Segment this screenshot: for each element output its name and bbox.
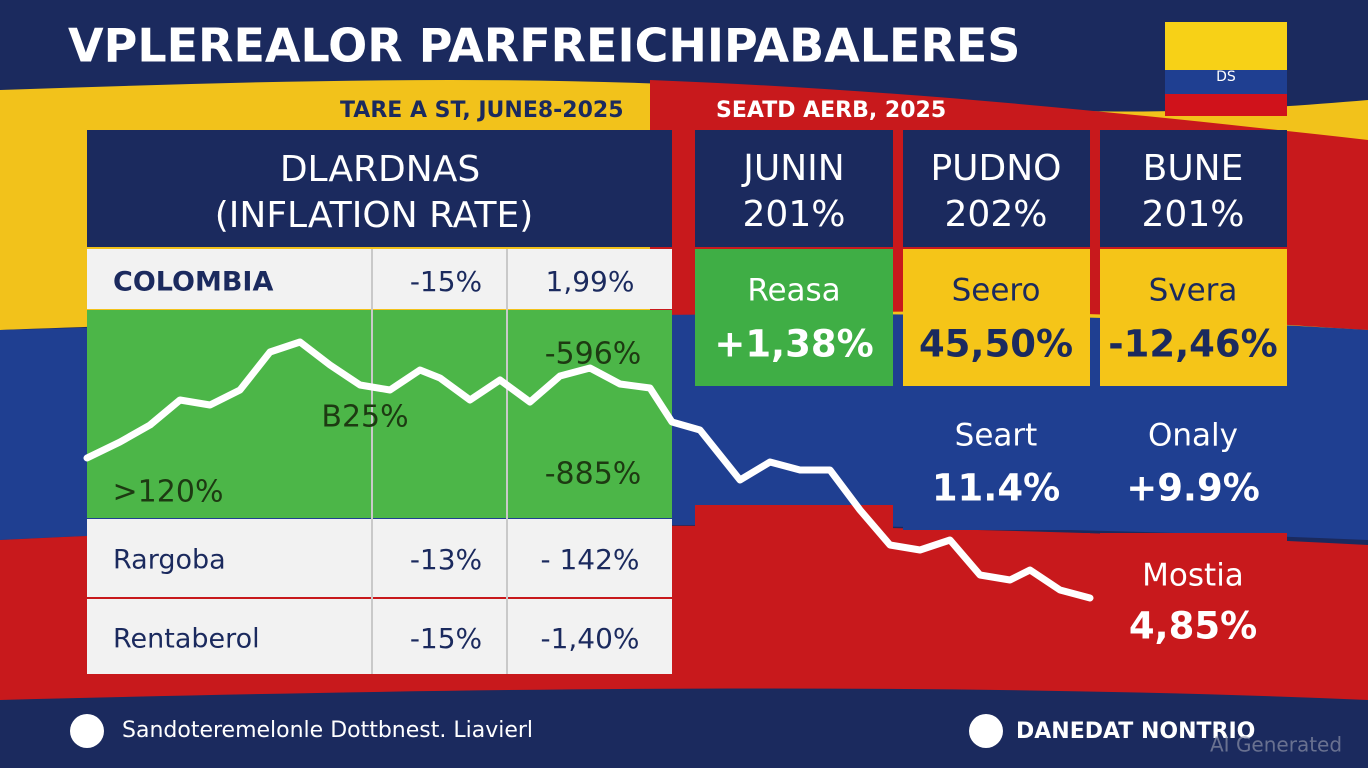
table-heading: DLARDNAS bbox=[280, 149, 480, 190]
footer-left: Sandoteremelonle Dottbnest. Liavierl bbox=[122, 718, 533, 743]
cell bbox=[1100, 533, 1287, 673]
chart-label: -885% bbox=[545, 457, 642, 492]
trend-line bbox=[83, 338, 1094, 602]
chart-area bbox=[87, 310, 672, 518]
cell-label: Reasa bbox=[747, 273, 840, 309]
row-label: Rentaberol bbox=[113, 624, 260, 655]
cell bbox=[1100, 249, 1287, 386]
cell-value: 4,85% bbox=[1129, 605, 1257, 648]
footer-icon bbox=[969, 714, 1003, 748]
cell-value: 45,50% bbox=[919, 323, 1073, 366]
cell-label: Mostia bbox=[1142, 558, 1244, 594]
row-value: - 142% bbox=[540, 543, 639, 576]
column-title: JUNIN bbox=[741, 148, 844, 189]
chart-label: B25% bbox=[321, 400, 408, 435]
cell bbox=[695, 249, 893, 386]
column-subtitle: 201% bbox=[1142, 194, 1245, 235]
cell-label: Seart bbox=[955, 418, 1038, 454]
row-value: -15% bbox=[410, 622, 482, 655]
row-value: -15% bbox=[410, 265, 482, 298]
table-row bbox=[87, 599, 672, 674]
cell-value: +1,38% bbox=[714, 323, 873, 366]
column-backgrounds bbox=[695, 130, 1287, 673]
title: VPLEREALOR PARFREICHIPABALERES bbox=[68, 19, 1020, 73]
cell bbox=[903, 533, 1090, 673]
cell bbox=[1100, 390, 1287, 530]
table-row bbox=[87, 519, 672, 597]
column-header bbox=[695, 130, 893, 247]
column-subtitle: 201% bbox=[743, 194, 846, 235]
cell-label: Onaly bbox=[1148, 418, 1238, 454]
cell-value: +9.9% bbox=[1126, 467, 1260, 510]
row-value: -1,40% bbox=[540, 622, 639, 655]
row-value: 1,99% bbox=[546, 265, 635, 298]
flag-blue bbox=[1165, 70, 1287, 94]
column-title: BUNE bbox=[1143, 148, 1244, 189]
flag-text: DS bbox=[1216, 69, 1236, 85]
flag: DS bbox=[1165, 22, 1287, 116]
table-subheading: (INFLATION RATE) bbox=[215, 195, 534, 236]
cell-label: Seero bbox=[952, 273, 1041, 309]
table-row bbox=[87, 249, 672, 309]
chart-label: >120% bbox=[113, 475, 224, 510]
column-subtitle: 202% bbox=[945, 194, 1048, 235]
column-header bbox=[903, 130, 1090, 247]
subtitle-left: TARE A ST, JUNE8-2025 bbox=[340, 98, 624, 123]
column-title: PUDNO bbox=[930, 148, 1061, 189]
flag-yellow bbox=[1165, 22, 1287, 70]
cell-value: -12,46% bbox=[1108, 323, 1277, 366]
cell bbox=[903, 390, 1090, 530]
cell bbox=[903, 249, 1090, 386]
footer-right: DANEDAT NONTRIO bbox=[1016, 719, 1255, 744]
flag-red bbox=[1165, 94, 1287, 116]
cell bbox=[695, 390, 893, 505]
cell bbox=[695, 505, 893, 673]
footer-icon bbox=[70, 714, 104, 748]
watermark: AI Generated bbox=[1210, 733, 1342, 757]
column-header bbox=[1100, 130, 1287, 247]
row-value: -13% bbox=[410, 543, 482, 576]
table-header bbox=[87, 130, 672, 247]
cell-label: Svera bbox=[1149, 273, 1238, 309]
cell-value: 11.4% bbox=[932, 467, 1060, 510]
subtitle-right: SEATD AERB, 2025 bbox=[716, 98, 946, 123]
row-label: Rargoba bbox=[113, 545, 226, 576]
row-label: COLOMBIA bbox=[113, 267, 273, 298]
